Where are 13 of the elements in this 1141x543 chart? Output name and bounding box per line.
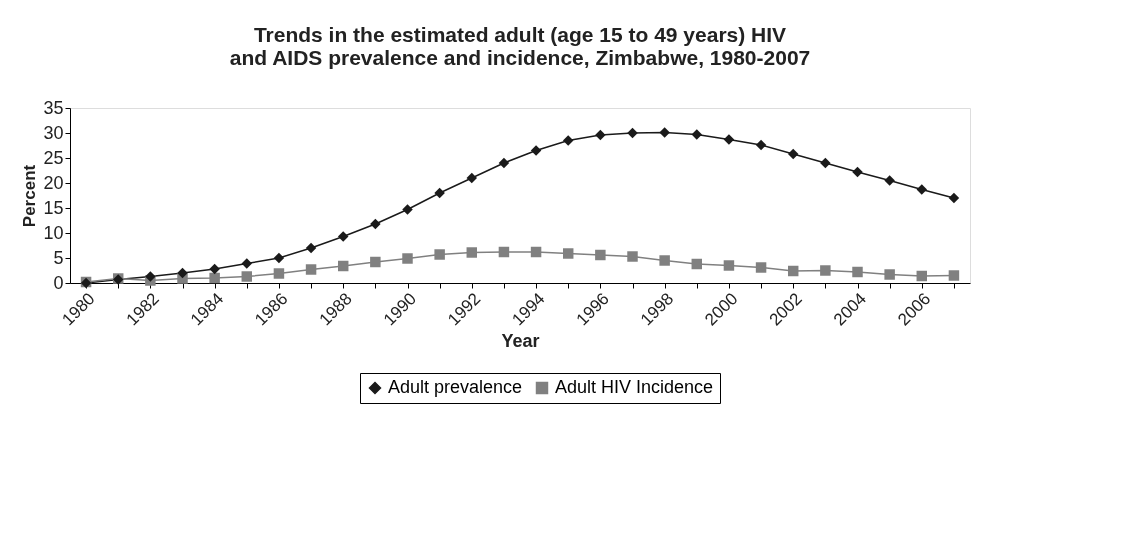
- legend-label: Adult HIV Incidence: [555, 377, 714, 397]
- y-axis-title: Percent: [20, 164, 40, 228]
- y-tick-label: 10: [43, 222, 64, 243]
- chart-title: Trends in the estimated adult (age 15 to 49 years) HIV and AIDS prevalence and incidence, Zimbabwe, 1980-2007: [229, 23, 811, 69]
- y-tick-label: 20: [43, 172, 64, 193]
- x-axis-title: Year: [501, 330, 540, 351]
- legend-label: Adult prevalence: [388, 377, 523, 397]
- y-tick-label: 0: [53, 272, 64, 293]
- y-tick-label: 15: [43, 197, 64, 218]
- y-tick-label: 25: [43, 147, 64, 168]
- y-tick-label: 35: [43, 97, 64, 118]
- y-tick-label: 30: [43, 122, 64, 143]
- y-tick-label: 5: [53, 247, 64, 268]
